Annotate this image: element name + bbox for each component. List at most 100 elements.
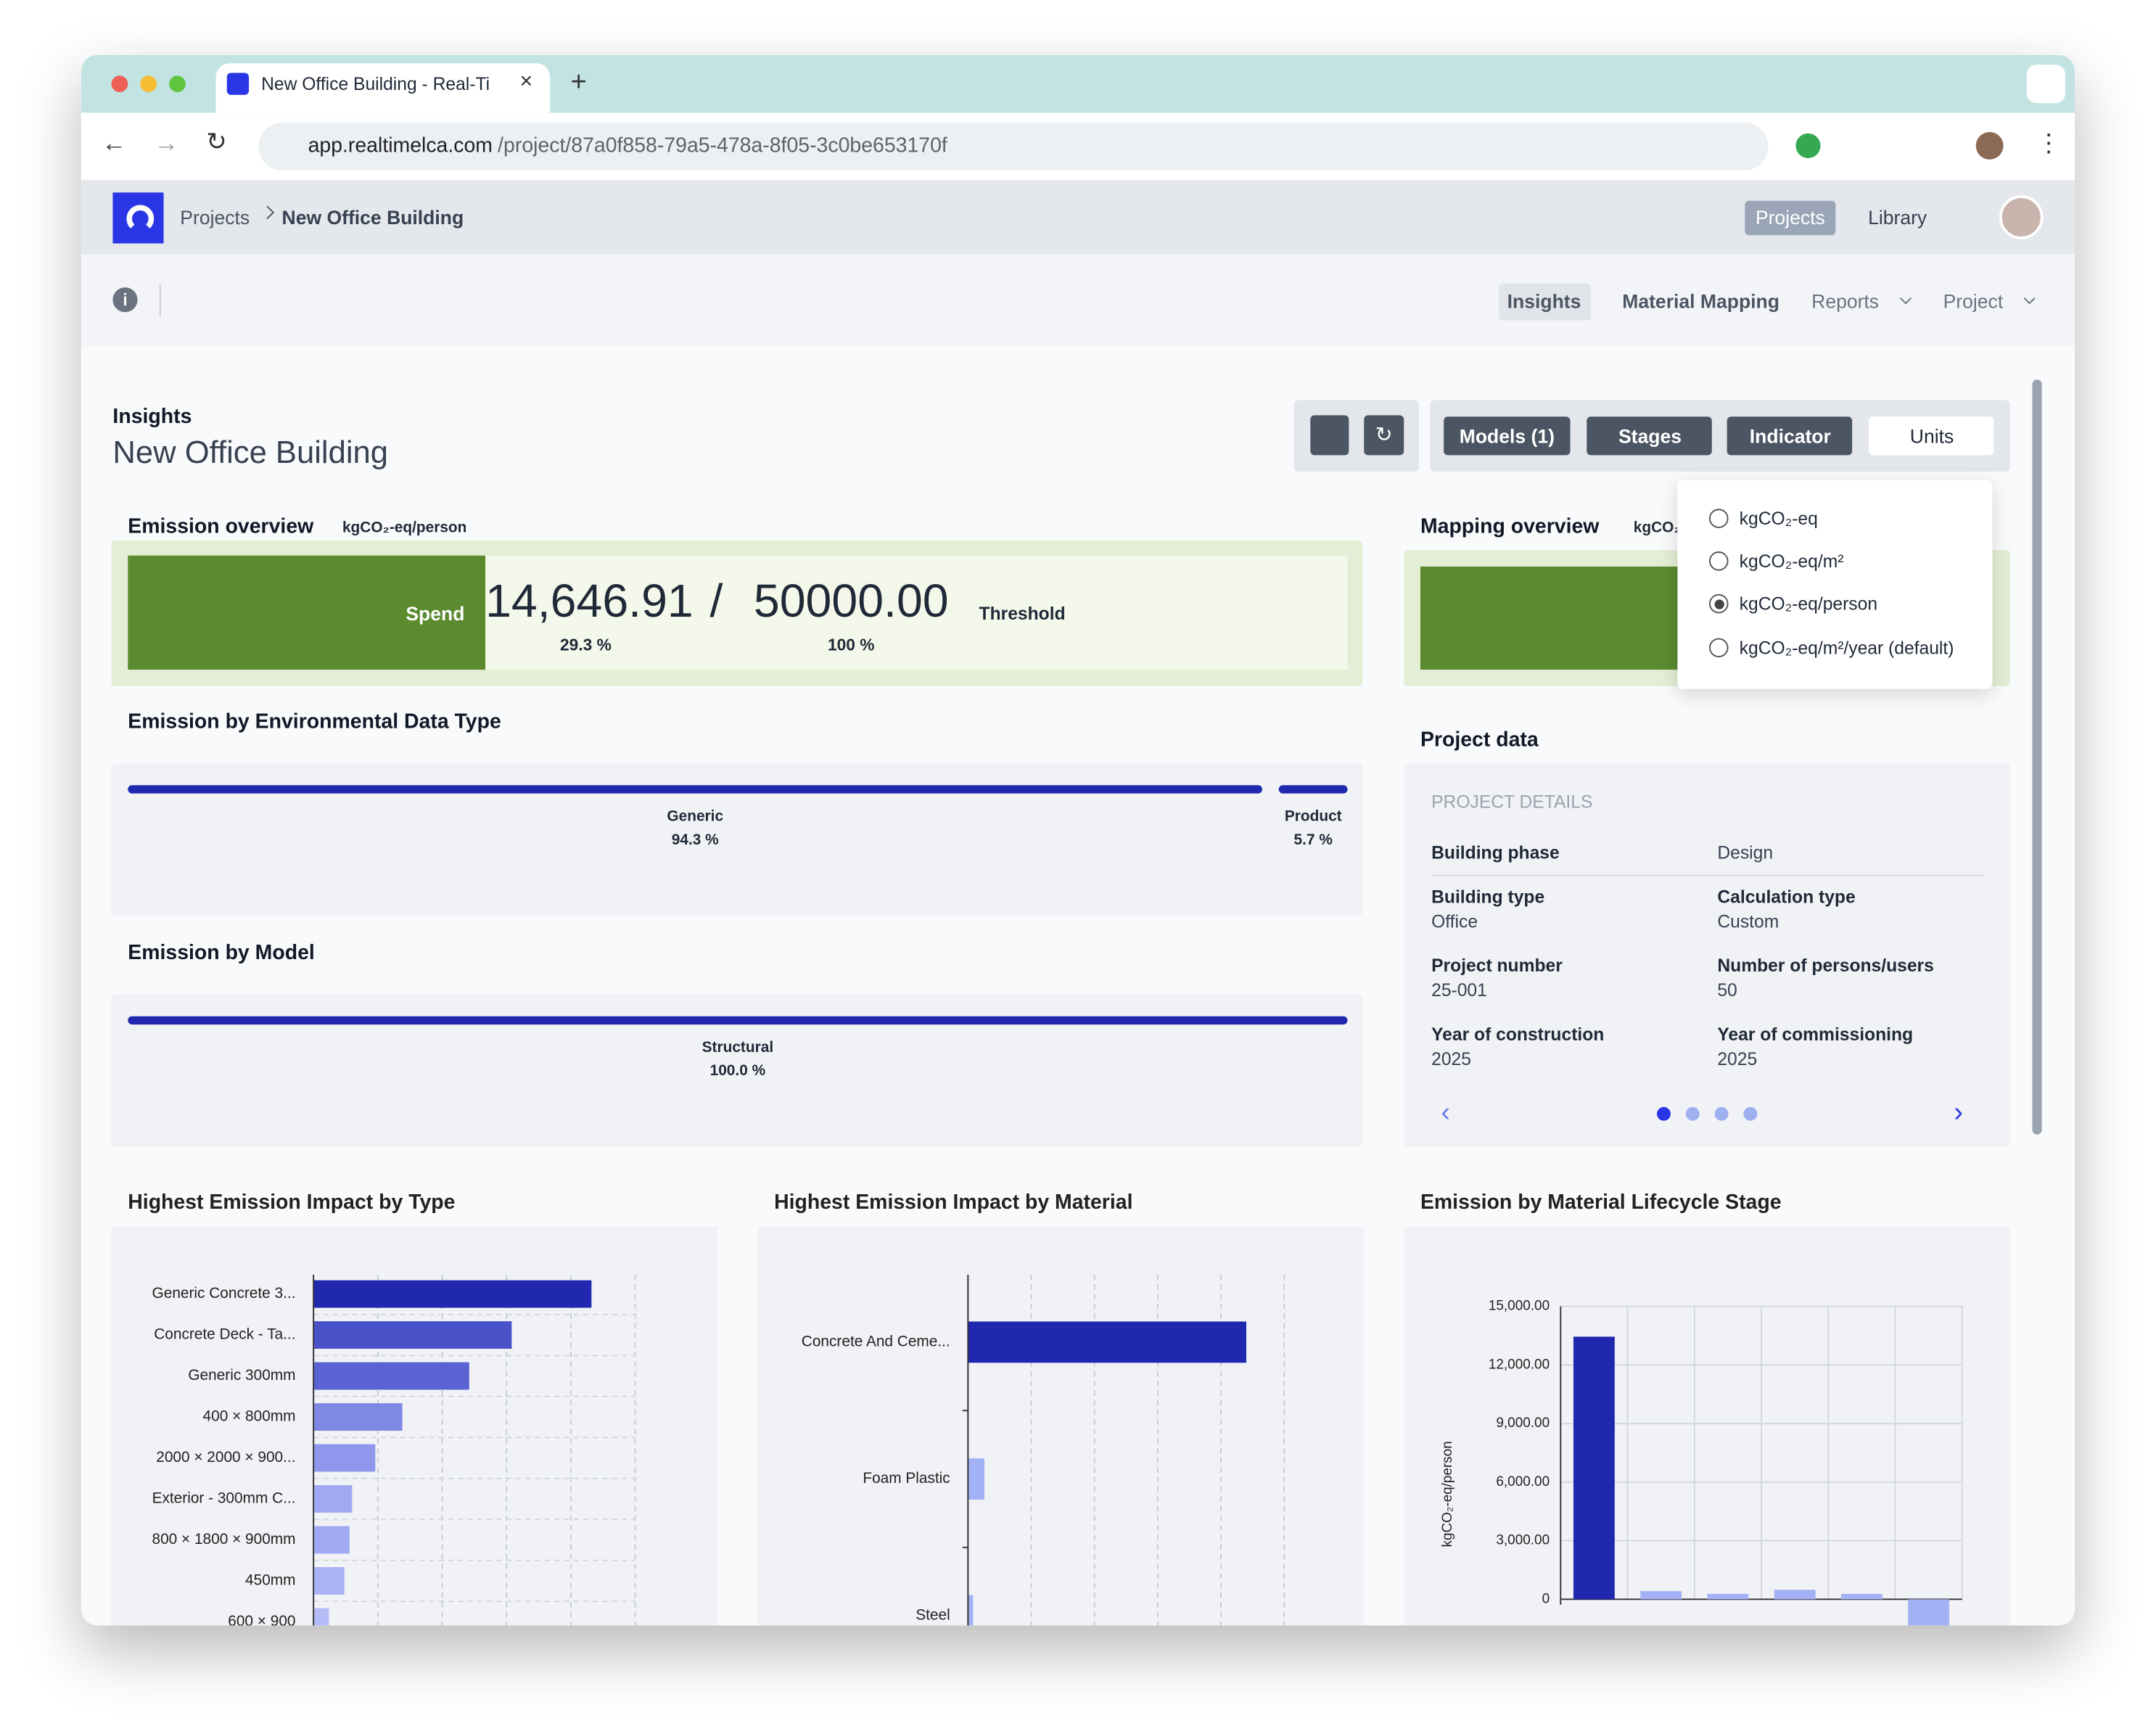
sub-nav-link[interactable]: Insights [1507,289,1581,313]
unit-option[interactable]: kgCO₂-eq/m²/year (default) [1739,636,1954,658]
tab[interactable] [215,63,551,113]
nav-link[interactable]: Library [1868,206,1927,229]
unit-option[interactable]: kgCO₂-eq [1739,508,1818,529]
toolbar-button[interactable] [1727,416,1853,456]
toolbar-label[interactable]: Indicator [1749,424,1831,448]
segment-value: 5.7 % [1293,831,1333,849]
chart-card [757,1226,1365,1626]
bar [968,1458,985,1500]
unit-option[interactable]: kgCO₂-eq/person [1739,593,1878,615]
user-avatar[interactable] [1999,195,2044,239]
refresh-button[interactable]: ↻ [1364,415,1404,456]
app-header [81,180,2075,255]
radio[interactable] [1708,551,1729,571]
sub-nav-link[interactable]: Project [1943,289,2004,313]
nav-link[interactable]: Projects [1755,206,1825,229]
next-page[interactable]: › [1954,1097,1964,1128]
page-dot[interactable] [1714,1106,1729,1121]
units-dropdown [1677,480,1993,689]
threshold-label: Threshold [979,603,1066,624]
field-value: Office [1431,911,1478,932]
y-tick-label: 6,000.00 [1496,1474,1550,1489]
field-label: Number of persons/users [1717,955,1934,976]
scrollbar[interactable] [2032,379,2042,1135]
category-label: Concrete Deck - Ta... [154,1326,295,1343]
url-path[interactable]: /project/87a0f858-79a5-478a-8f05-3c0be65… [498,133,947,158]
toolbar-label[interactable]: Models (1) [1459,424,1555,448]
reload[interactable]: ↻ [206,128,227,156]
tab-title[interactable]: New Office Building - Real-Ti [261,73,490,94]
segment-bar [128,785,1263,794]
chart-title: Emission by Material Lifecycle Stage [1420,1191,1782,1214]
min-dot[interactable] [140,75,157,92]
field-value: Custom [1717,911,1779,932]
bar [313,1403,403,1431]
chart-title: Highest Emission Impact by Material [774,1191,1132,1214]
chart-card [1404,1226,2011,1626]
y-tick-label: 0 [1542,1591,1550,1606]
toolbar-button[interactable] [1587,416,1712,456]
extension[interactable] [1795,133,1821,158]
sub-nav-link[interactable]: Material Mapping [1622,289,1779,313]
tab-close[interactable]: × [519,70,533,94]
new-tab[interactable]: + [570,67,587,98]
toolbar-label[interactable]: Units [1909,424,1954,448]
breadcrumb[interactable]: Projects [180,206,250,229]
bar [313,1321,512,1349]
breadcrumb-current: New Office Building [281,206,464,229]
page-dot[interactable] [1685,1106,1700,1121]
unit-label: kgCO₂-eq/person [1633,519,1678,537]
card-title: Mapping overview [1420,514,1600,539]
bar [313,1526,350,1554]
bar [1840,1593,1883,1600]
bar [313,1608,329,1626]
bar [1908,1599,1950,1626]
toolbar-button[interactable] [1868,416,1994,456]
bar [1640,1591,1682,1600]
menu[interactable]: ⋮ [2036,129,2062,157]
divider [1431,874,1985,876]
threshold-share: 100 % [828,635,875,655]
page-dot[interactable] [1743,1106,1758,1121]
info-icon[interactable]: i [112,287,138,313]
separator: / [709,575,723,628]
field-value: 2025 [1431,1048,1471,1069]
radio-dot [1713,599,1724,609]
toolbar-button[interactable] [1444,416,1571,456]
category-label: 2000 × 2000 × 900... [156,1449,295,1466]
max-dot[interactable] [169,75,186,92]
nav-pill [1745,200,1836,236]
close-dot[interactable] [111,75,128,92]
tab-menu[interactable] [2026,65,2065,104]
bar [313,1280,592,1308]
export-button[interactable] [1310,415,1349,456]
radio[interactable] [1708,637,1729,657]
back[interactable]: ← [102,129,127,157]
y-tick-label: 3,000.00 [1496,1533,1550,1548]
card [1404,763,2011,1147]
page-dot[interactable] [1656,1106,1671,1121]
sub-nav-link[interactable]: Reports [1811,289,1880,313]
forward[interactable]: → [154,129,179,157]
category-label: 600 × 900 [228,1613,295,1630]
bar [968,1595,974,1626]
chart-title: Highest Emission Impact by Type [128,1191,455,1214]
prev-page[interactable]: ‹ [1441,1097,1451,1128]
category-label: 800 × 1800 × 900mm [152,1531,295,1548]
profile[interactable] [1975,131,2004,160]
logo-mark [126,205,155,233]
segment-name: Product [1284,808,1342,826]
y-tick-label: 15,000.00 [1489,1299,1550,1314]
radio[interactable] [1708,509,1729,528]
tab-icon [226,73,250,95]
segment-value: 94.3 % [671,831,719,849]
radio[interactable] [1708,594,1729,615]
spend-share: 29.3 % [560,635,612,655]
omnibox[interactable] [258,122,1769,171]
field-value: 50 [1717,979,1737,1000]
url-host[interactable]: app.realtimelca.com [308,133,493,158]
sub-nav [81,254,2075,347]
bar [313,1566,345,1595]
toolbar-label[interactable]: Stages [1618,424,1682,448]
unit-option[interactable]: kgCO₂-eq/m² [1739,551,1844,572]
